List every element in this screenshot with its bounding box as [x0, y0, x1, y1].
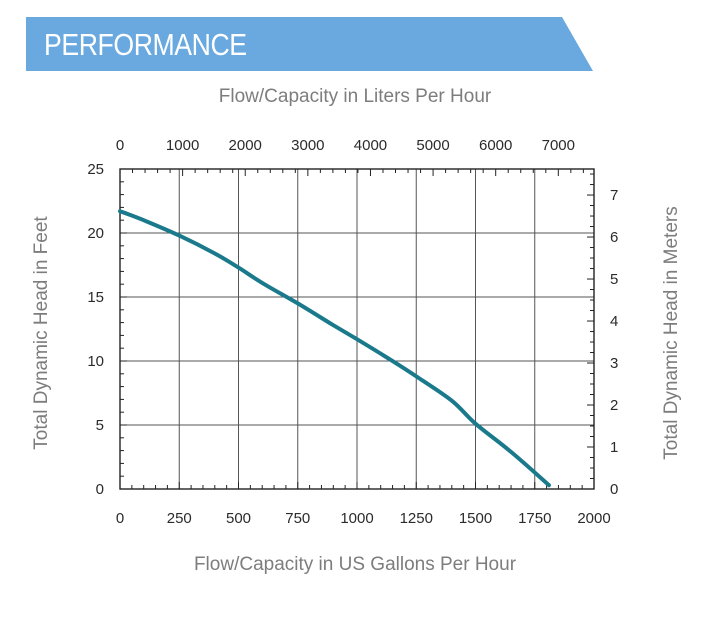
y2-tick-label: 2 — [610, 397, 618, 414]
x2-tick-labels: 0 1000 2000 3000 4000 5000 6000 7000 — [116, 137, 575, 154]
chart-grid — [120, 169, 594, 489]
x-tick-label: 1000 — [340, 510, 373, 527]
y2-tick-label: 1 — [610, 439, 618, 456]
y-tick-label: 20 — [87, 225, 104, 242]
y2-axis-title: Total Dynamic Head in Meters — [661, 206, 682, 459]
y2-tick-label: 0 — [610, 481, 618, 498]
y-tick-label: 5 — [96, 417, 104, 434]
x-tick-label: 1500 — [459, 510, 492, 527]
y2-tick-labels: 0 1 2 3 4 5 6 7 — [610, 187, 618, 498]
x2-tick-label: 4000 — [354, 137, 387, 154]
x-axis-title: Flow/Capacity in US Gallons Per Hour — [194, 554, 517, 575]
y-axis-title: Total Dynamic Head in Feet — [31, 216, 52, 450]
x-tick-label: 2000 — [577, 510, 610, 527]
x2-axis-title: Flow/Capacity in Liters Per Hour — [219, 86, 492, 107]
x2-tick-label: 5000 — [416, 137, 449, 154]
y-tick-label: 15 — [87, 289, 104, 306]
x2-tick-label: 6000 — [479, 137, 512, 154]
y2-tick-label: 5 — [610, 271, 618, 288]
x2-tick-label: 3000 — [291, 137, 324, 154]
x-tick-label: 0 — [116, 510, 124, 527]
y2-tick-label: 6 — [610, 229, 618, 246]
x2-tick-label: 2000 — [229, 137, 262, 154]
x2-tick-label: 7000 — [542, 137, 575, 154]
plot-area — [119, 168, 595, 490]
y-tick-label: 0 — [96, 481, 104, 498]
y2-tick-label: 7 — [610, 187, 618, 204]
y-tick-label: 25 — [87, 161, 104, 178]
performance-curve — [118, 209, 551, 488]
x-tick-labels: 0 250 500 750 1000 1250 1500 1750 2000 — [116, 510, 611, 527]
y2-tick-label: 4 — [610, 313, 618, 330]
y2-tick-label: 3 — [610, 355, 618, 372]
performance-banner — [26, 17, 593, 71]
x-tick-label: 500 — [226, 510, 251, 527]
x-tick-label: 250 — [167, 510, 192, 527]
page-title: PERFORMANCE — [44, 27, 247, 62]
y-tick-labels: 0 5 10 15 20 25 — [87, 161, 104, 498]
x-tick-label: 1750 — [518, 510, 551, 527]
x2-tick-label: 1000 — [166, 137, 199, 154]
x2-tick-label: 0 — [116, 137, 124, 154]
x-tick-label: 1250 — [400, 510, 433, 527]
x-tick-label: 750 — [285, 510, 310, 527]
y-tick-label: 10 — [87, 353, 104, 370]
